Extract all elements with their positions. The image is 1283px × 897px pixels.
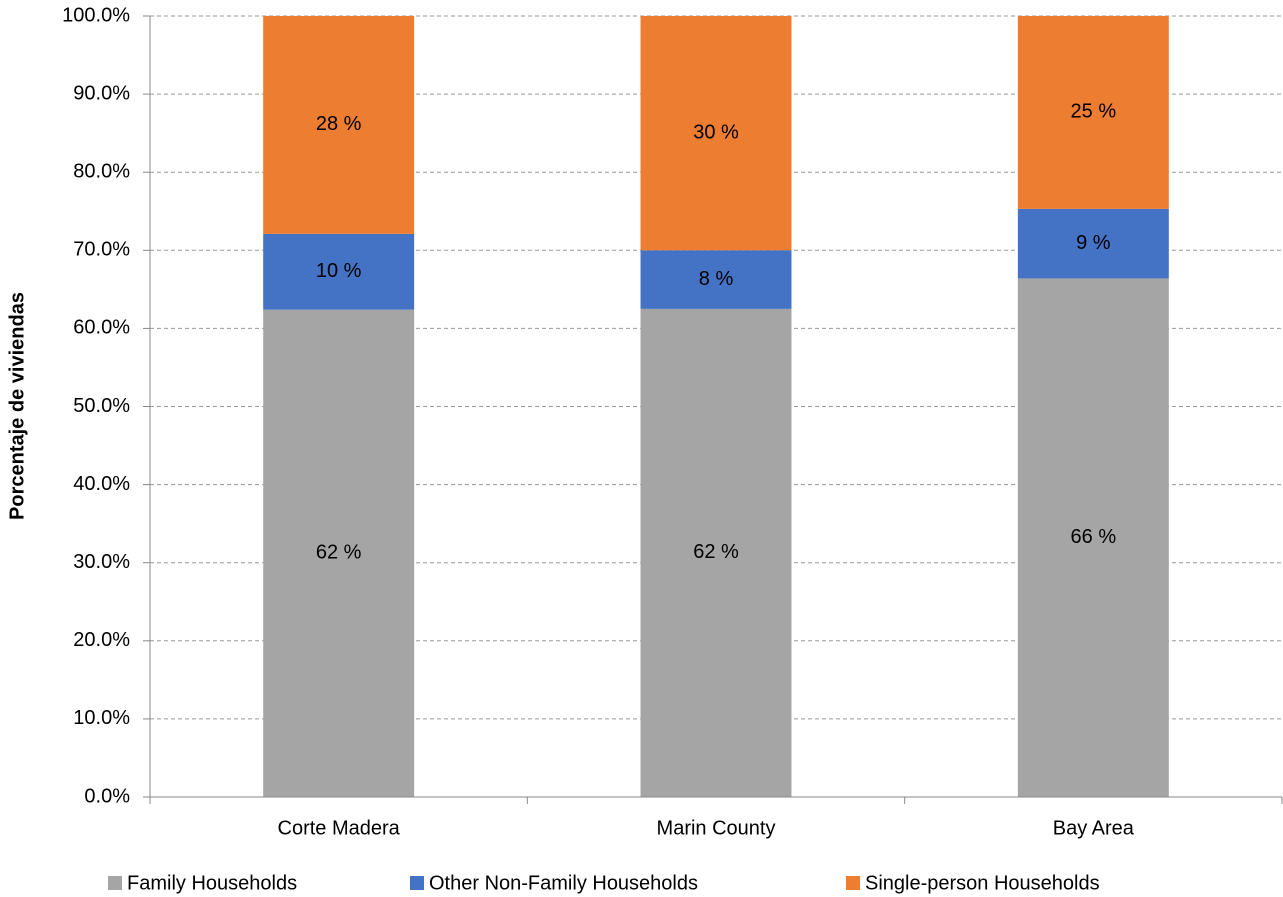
y-axis-title: Porcentaje de viviendas <box>6 292 28 520</box>
data-label: 62 % <box>693 541 739 563</box>
data-label: 62 % <box>316 542 362 564</box>
data-label: 66 % <box>1071 526 1117 548</box>
bar-segment <box>263 233 415 310</box>
legend-swatch <box>410 876 424 890</box>
y-tick-label: 80.0% <box>73 160 130 182</box>
bar-segment <box>1017 208 1169 279</box>
legend-label: Single-person Households <box>865 872 1100 894</box>
x-tick-label: Bay Area <box>1053 817 1135 839</box>
data-label: 8 % <box>699 268 734 290</box>
y-tick-label: 30.0% <box>73 551 130 573</box>
legend-swatch <box>108 876 122 890</box>
bar-segment <box>1017 16 1169 209</box>
y-tick-label: 70.0% <box>73 239 130 261</box>
bar-segment <box>1017 278 1169 797</box>
legend-swatch <box>846 876 860 890</box>
bar-segment <box>640 308 792 797</box>
data-label: 25 % <box>1071 101 1117 123</box>
data-label: 28 % <box>316 113 362 135</box>
data-label: 9 % <box>1076 232 1111 254</box>
bar-segment <box>263 16 415 234</box>
y-tick-label: 90.0% <box>73 82 130 104</box>
y-tick-label: 0.0% <box>84 785 130 807</box>
y-tick-label: 100.0% <box>62 4 130 26</box>
bar-segment <box>263 309 415 797</box>
bar-segment <box>640 16 792 251</box>
y-tick-label: 40.0% <box>73 473 130 495</box>
y-tick-label: 50.0% <box>73 395 130 417</box>
legend-label: Family Households <box>127 872 297 894</box>
y-tick-label: 60.0% <box>73 317 130 339</box>
data-label: 10 % <box>316 260 362 282</box>
data-label: 30 % <box>693 121 739 143</box>
legend-label: Other Non-Family Households <box>429 872 698 894</box>
x-tick-label: Corte Madera <box>278 817 401 839</box>
x-tick-label: Marin County <box>657 817 776 839</box>
y-tick-label: 20.0% <box>73 629 130 651</box>
bar-segment <box>640 250 792 309</box>
y-tick-label: 10.0% <box>73 707 130 729</box>
